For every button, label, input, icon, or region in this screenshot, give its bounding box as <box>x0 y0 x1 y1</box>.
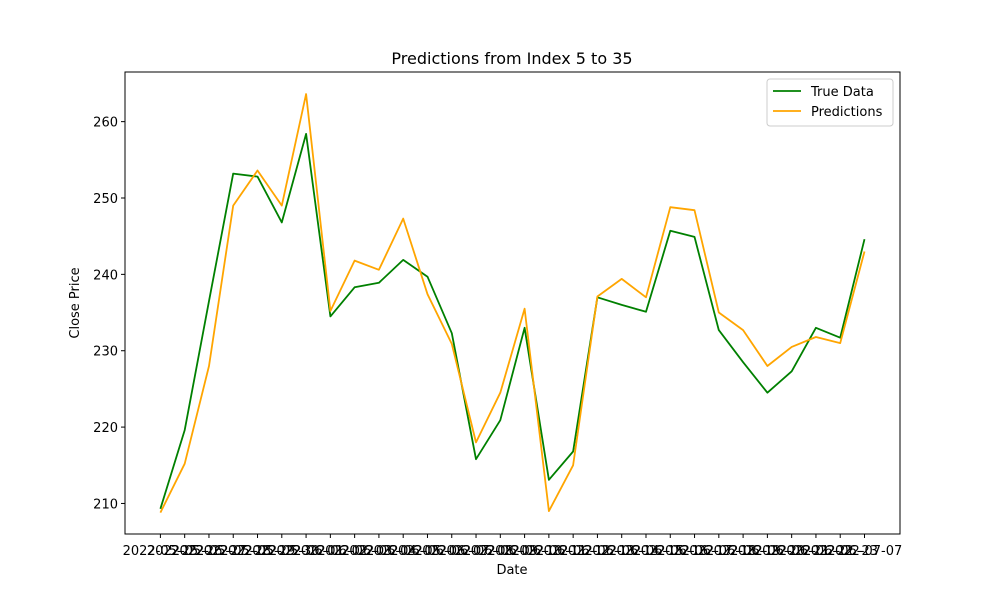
x-tick-label: 2022-06-13 <box>560 544 636 559</box>
x-tick-label: 2022-06-11 <box>511 544 587 559</box>
x-tick-label: 2022-06-17 <box>657 544 733 559</box>
x-tick-label: 2022-06-08 <box>438 544 514 559</box>
x-tick-label: 2022-05-27 <box>171 544 247 559</box>
x-tick-label: 2022-06-21 <box>754 544 830 559</box>
x-tick-label: 2022-06-05 <box>365 544 441 559</box>
x-tick-label: 2022-07-07 <box>827 544 903 559</box>
x-tick-label: 2022-05-25 <box>123 544 199 559</box>
x-tick-label: 2022-06-18 <box>681 544 757 559</box>
x-tick-label: 2022-06-14 <box>584 544 660 559</box>
x-tick-label: 2022-06-09 <box>463 544 539 559</box>
x-tick-label: 2022-05-30 <box>244 544 320 559</box>
y-tick-label: 240 <box>93 268 118 283</box>
x-tick-label: 2022-05-29 <box>220 544 296 559</box>
y-tick-label: 210 <box>93 497 118 512</box>
chart-title: Predictions from Index 5 to 35 <box>391 49 632 68</box>
x-tick-label: 2022-06-06 <box>390 544 466 559</box>
x-tick-label: 2022-06-20 <box>730 544 806 559</box>
x-tick-label: 2022-06-16 <box>632 544 708 559</box>
x-tick-label: 2022-06-02 <box>293 544 369 559</box>
legend: True Data Predictions <box>766 78 894 127</box>
x-tick-label: 2022-06-19 <box>705 544 781 559</box>
y-axis-label: Close Price <box>68 267 83 338</box>
legend-label: True Data <box>810 85 874 100</box>
y-tick-label: 230 <box>93 345 118 360</box>
x-tick-label: 2022-06-23 <box>802 544 878 559</box>
x-tick-label: 2022-06-04 <box>341 544 417 559</box>
x-tick-label: 2022-06-03 <box>317 544 393 559</box>
x-tick-label: 2022-06-07 <box>414 544 490 559</box>
x-tick-label: 2022-06-10 <box>487 544 563 559</box>
y-tick-label: 250 <box>93 192 118 207</box>
x-axis-label: Date <box>496 563 527 578</box>
x-tick-label: 2022-06-22 <box>778 544 854 559</box>
series-line-predictions <box>159 93 866 514</box>
legend-label: Predictions <box>811 105 883 120</box>
series-line-true-data <box>159 132 866 510</box>
x-tick-label: 2022-05-28 <box>195 544 271 559</box>
x-tick-label: 2022-06-15 <box>608 544 684 559</box>
x-tick-label: 2022-06-01 <box>268 544 344 559</box>
x-tick-label: 2022-06-12 <box>535 544 611 559</box>
plot-frame <box>124 71 901 535</box>
x-tick-label: 2022-05-26 <box>147 544 223 559</box>
y-tick-label: 260 <box>93 116 118 131</box>
y-tick-label: 220 <box>93 421 118 436</box>
